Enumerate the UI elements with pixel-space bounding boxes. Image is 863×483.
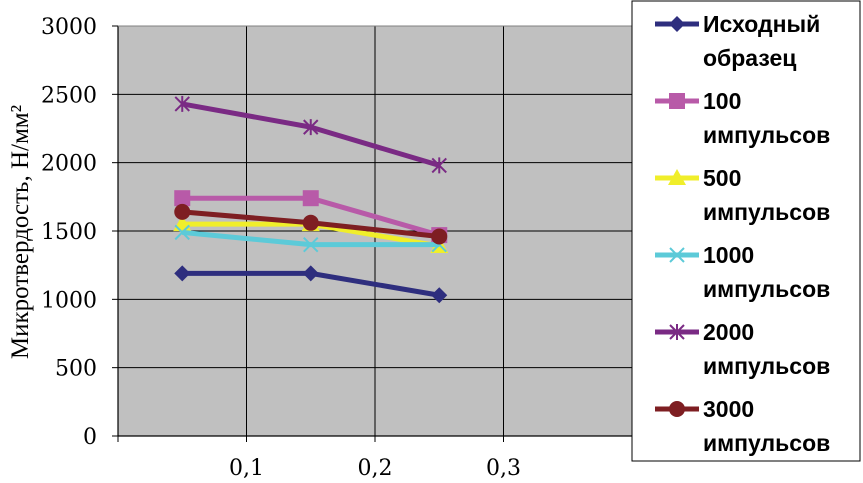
legend: Исходныйобразец100импульсов500импульсов1… xyxy=(655,11,830,456)
x-tick-label: 0,1 xyxy=(229,456,264,481)
legend-item-4: 2000 импульсов xyxy=(655,319,830,379)
legend-label: импульсов xyxy=(703,199,830,225)
x-tick-label: 0,2 xyxy=(358,456,393,481)
data-point xyxy=(174,224,190,241)
y-tick-label: 3000 xyxy=(41,15,97,40)
legend-label: импульсов xyxy=(703,122,830,148)
series-4 xyxy=(174,95,447,174)
legend-item-3: 1000 импульсов xyxy=(655,242,830,302)
data-point xyxy=(431,228,448,245)
data-point xyxy=(174,203,191,220)
data-point xyxy=(174,190,191,207)
data-point xyxy=(174,95,190,112)
y-axis-ticks: 0 500 1000 1500 2000 2500 3000 xyxy=(41,15,118,450)
legend-label: Исходный xyxy=(703,11,820,37)
series-5 xyxy=(174,203,448,245)
x-tick-label: 0,3 xyxy=(486,456,521,481)
y-axis-label: Микротвердость, Н/мм² xyxy=(7,105,34,359)
data-point xyxy=(302,190,319,207)
legend-marker xyxy=(669,93,685,109)
legend-label: импульсов xyxy=(703,353,830,379)
y-tick-label: 1500 xyxy=(41,220,97,245)
legend-item-0: Исходный образец xyxy=(655,11,820,71)
legend-marker xyxy=(669,324,685,340)
y-tick-label: 500 xyxy=(55,357,97,382)
legend-label: импульсов xyxy=(703,430,830,456)
legend-label: 2000 xyxy=(703,319,754,345)
data-point xyxy=(302,214,319,231)
series-3 xyxy=(174,224,447,253)
data-point xyxy=(431,157,447,174)
legend-label: импульсов xyxy=(703,276,830,302)
legend-marker xyxy=(668,169,686,185)
y-tick-label: 1000 xyxy=(41,288,97,313)
legend-marker xyxy=(669,247,685,263)
y-tick-label: 0 xyxy=(83,425,97,450)
legend-label: 1000 xyxy=(703,242,754,268)
legend-marker xyxy=(669,401,685,417)
legend-item-1: 100 импульсов xyxy=(655,88,830,148)
y-tick-label: 2000 xyxy=(41,152,97,177)
y-tick-label: 2500 xyxy=(41,83,97,108)
legend-item-2: 500 импульсов xyxy=(655,165,830,225)
series-0 xyxy=(174,265,448,304)
data-point xyxy=(174,265,191,282)
legend-label: образец xyxy=(703,45,796,71)
legend-marker xyxy=(669,16,685,32)
data-point xyxy=(303,119,319,136)
legend-item-5: 3000 импульсов xyxy=(655,396,830,456)
x-axis-ticks: 0,1 0,2 0,3 xyxy=(117,436,633,481)
data-point xyxy=(431,287,448,304)
series xyxy=(173,95,449,304)
data-point xyxy=(302,265,319,282)
legend-box xyxy=(631,0,861,462)
data-point xyxy=(303,236,319,253)
legend-label: 100 xyxy=(703,88,741,114)
legend-label: 500 xyxy=(703,165,741,191)
legend-label: 3000 xyxy=(703,396,754,422)
